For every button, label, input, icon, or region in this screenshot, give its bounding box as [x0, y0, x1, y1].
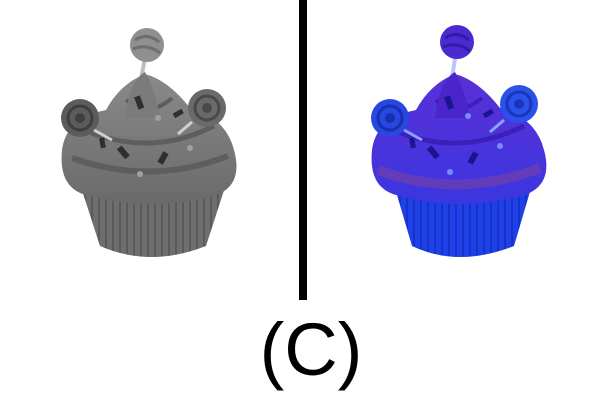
- grayscale-cupcake-image: [61, 28, 237, 257]
- vertical-divider: [299, 0, 307, 300]
- grayscale-cupcake-panel: [0, 0, 300, 300]
- tinted-cupcake-panel: [308, 0, 608, 300]
- tinted-cupcake-image: [371, 25, 547, 257]
- figure-caption: (C): [259, 308, 363, 391]
